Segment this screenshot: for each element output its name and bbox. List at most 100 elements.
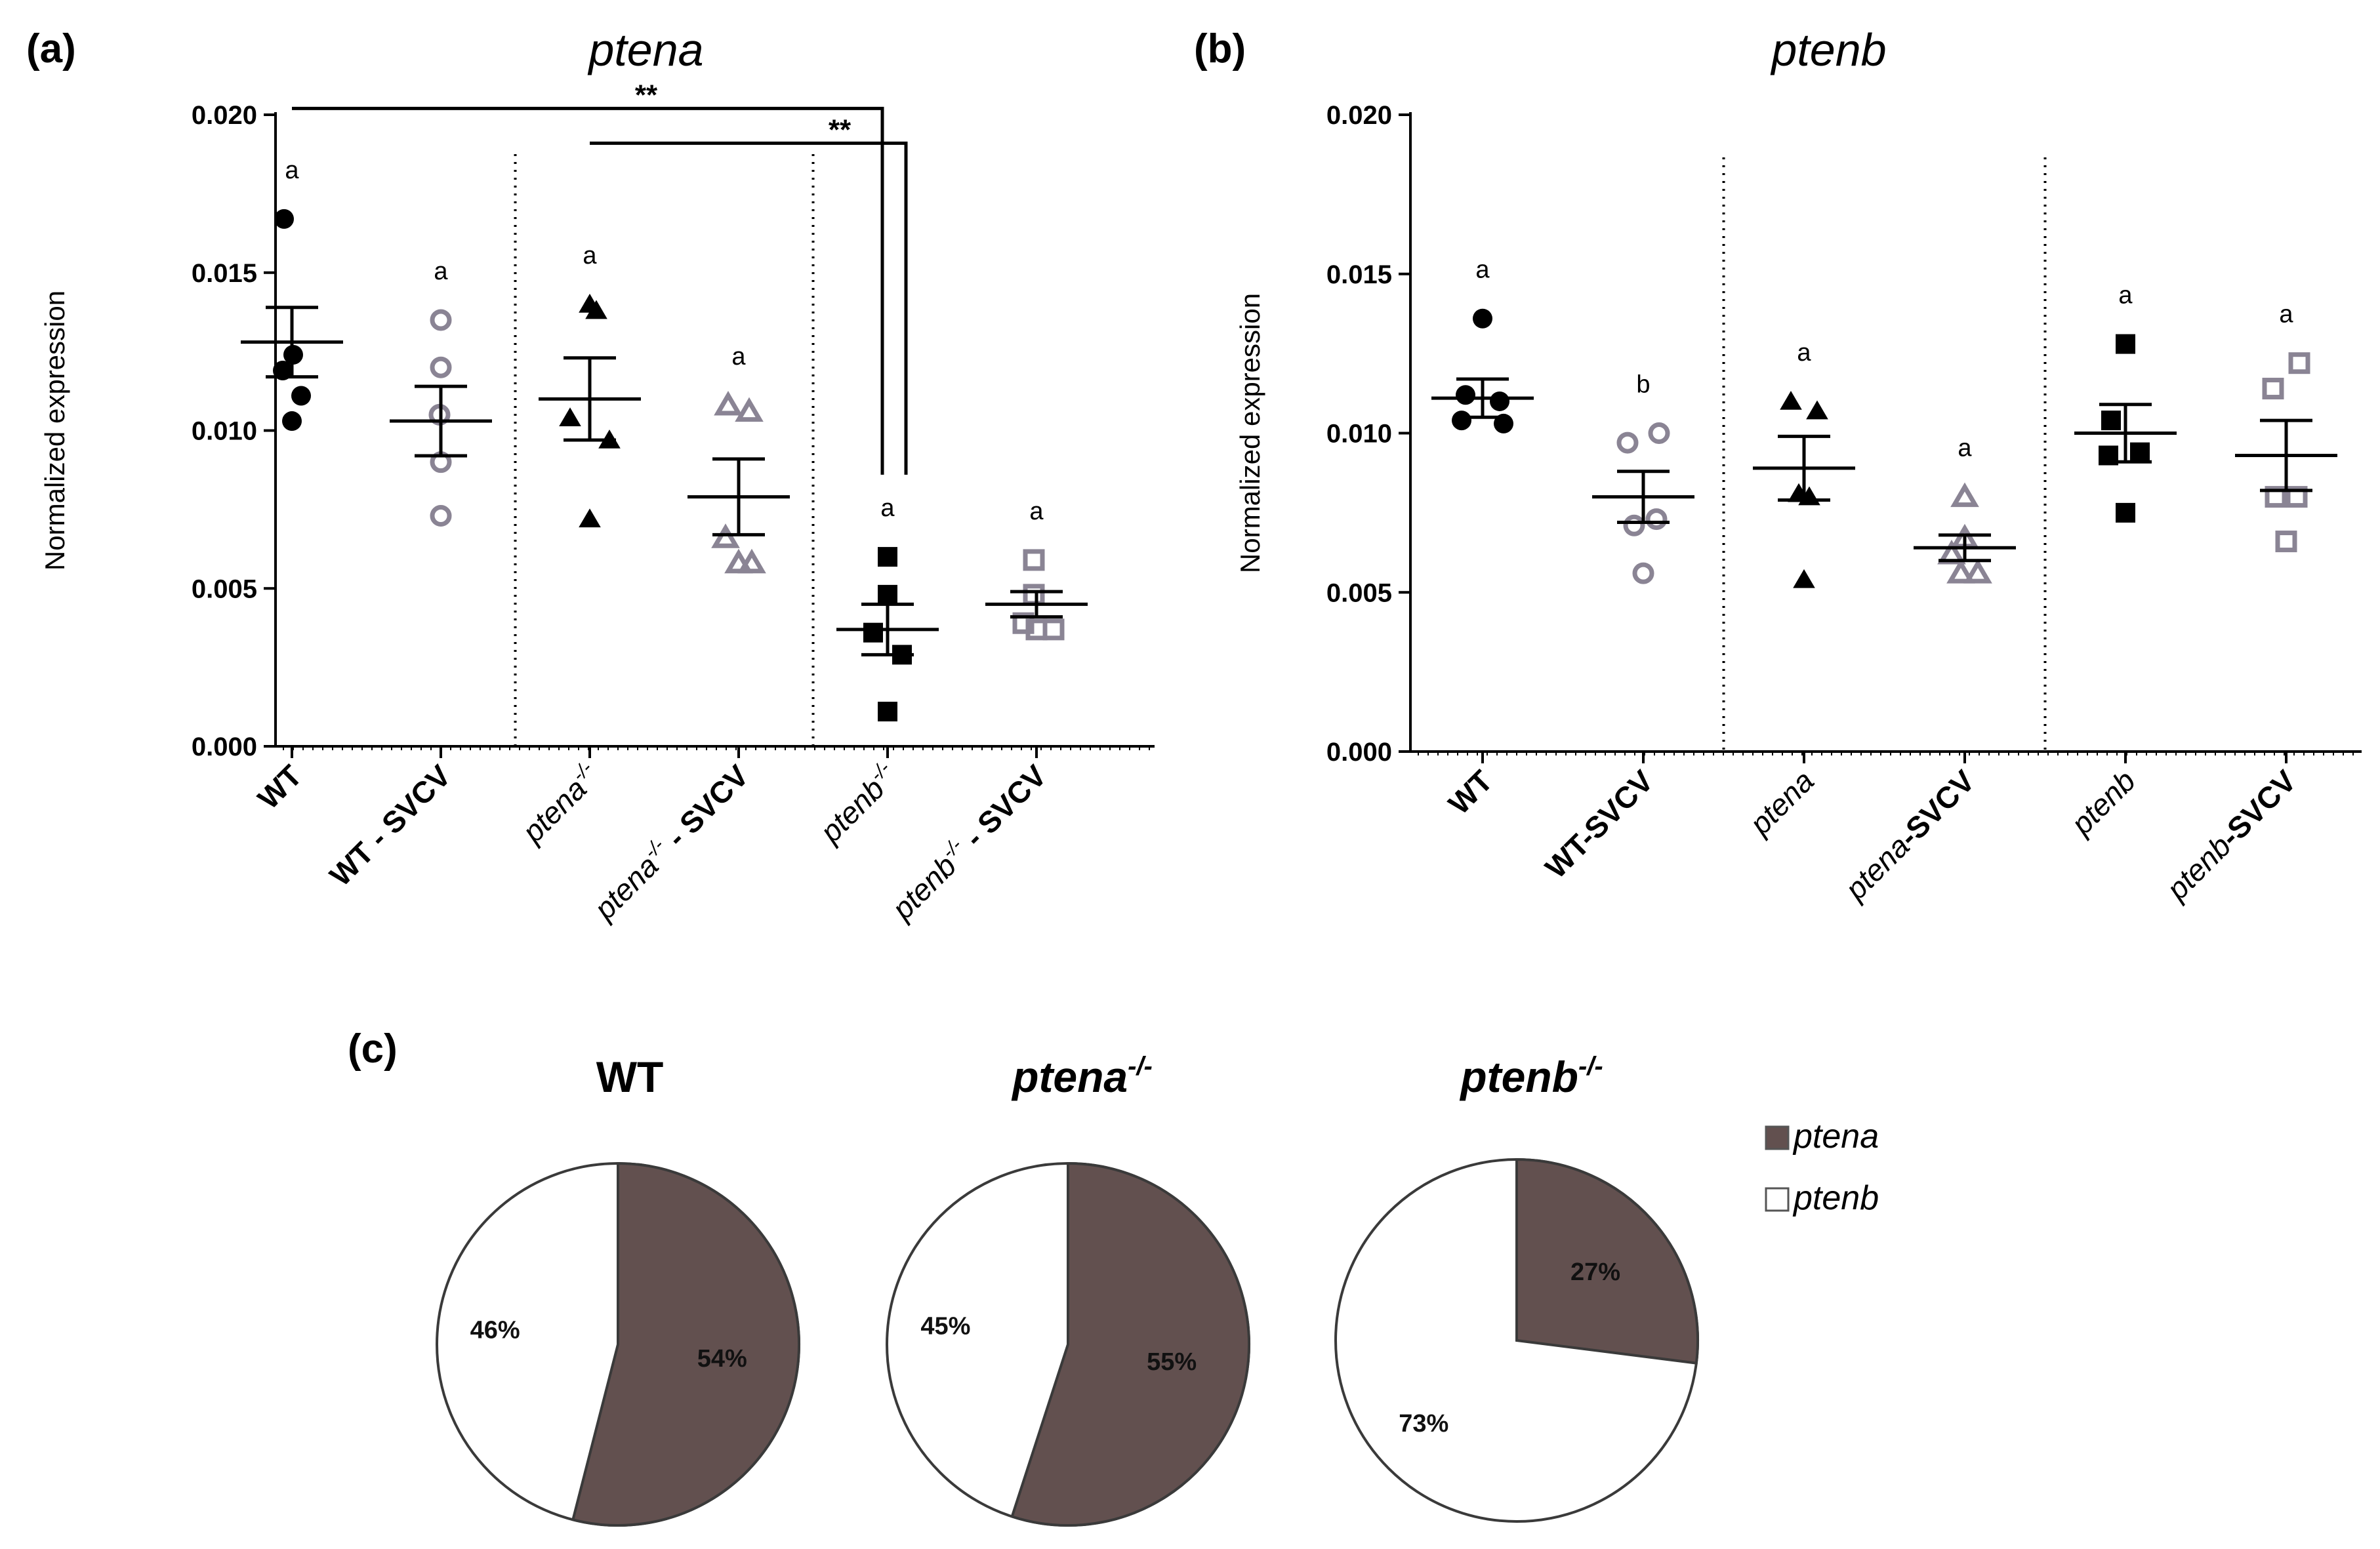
y-tick-label: 0.020 xyxy=(1326,101,1392,130)
pie-title: ptena-/- xyxy=(1011,1052,1153,1101)
data-point xyxy=(863,622,883,643)
panel-label: (c) xyxy=(348,1026,398,1072)
series-5: a xyxy=(985,498,1088,641)
data-point xyxy=(2116,502,2135,523)
y-tick-label: 0.000 xyxy=(1326,738,1392,767)
x-tick-label: ptenb-/- - SVCV xyxy=(884,757,1054,927)
data-point xyxy=(878,584,897,605)
group-letter: a xyxy=(2118,282,2133,310)
data-point xyxy=(1623,514,1645,536)
panel-b: (b) ptenb 0.000 0.005 0.010 0.015 0.020 Normali… xyxy=(1194,24,2362,907)
data-point xyxy=(2101,411,2121,431)
y-tick-label: 0.015 xyxy=(1326,260,1392,289)
x-tick-label: ptena-/- xyxy=(514,757,606,850)
bracket-line xyxy=(590,141,908,475)
pie-slice-ptena xyxy=(571,1161,800,1527)
data-point xyxy=(2288,352,2310,374)
x-tick-label: WT-SVCV xyxy=(1538,763,1660,885)
y-tick-label: 0.015 xyxy=(192,259,257,288)
data-point xyxy=(2286,486,2308,508)
data-point xyxy=(559,407,581,427)
x-tick-label: ptena-/- - SVCV xyxy=(586,757,756,927)
significance-label: ** xyxy=(635,79,658,111)
group-letter: a xyxy=(2279,301,2293,329)
x-tick-label: ptenb xyxy=(2063,763,2142,842)
group-letter: b xyxy=(1636,371,1650,399)
series-0: a xyxy=(241,157,343,432)
y-tick-label: 0.010 xyxy=(1326,420,1392,449)
x-tick-label: ptenb-/- xyxy=(811,757,904,850)
data-point xyxy=(579,508,601,528)
data-point xyxy=(1473,308,1492,329)
group-letter: a xyxy=(1958,435,1972,462)
data-point xyxy=(1946,559,1975,584)
data-point xyxy=(878,547,897,567)
x-tick-label: WT - SVCV xyxy=(323,758,457,893)
data-point xyxy=(1648,422,1670,444)
pie-label-ptenb: 45% xyxy=(920,1312,970,1340)
data-point xyxy=(1452,411,1471,431)
panel-label: (a) xyxy=(26,26,76,71)
data-point xyxy=(1023,584,1045,606)
data-point xyxy=(1793,569,1815,588)
chart-title: ptenb xyxy=(1770,24,1886,75)
legend-label: ptena xyxy=(1792,1117,1879,1156)
data-point xyxy=(2116,334,2135,354)
pie-label-ptenb: 46% xyxy=(470,1316,520,1344)
group-letter: a xyxy=(1475,256,1490,284)
pie-label-ptena: 55% xyxy=(1147,1348,1197,1376)
series-1: b xyxy=(1592,371,1694,584)
legend-swatch xyxy=(1765,1187,1790,1212)
data-point xyxy=(282,411,302,432)
data-point xyxy=(291,386,311,406)
chart-title: ptena xyxy=(587,24,703,75)
series-1: a xyxy=(390,258,492,527)
group-letter: a xyxy=(1029,498,1044,525)
series-0: a xyxy=(1431,256,1534,433)
data-point xyxy=(2275,531,2297,553)
data-point xyxy=(430,309,452,331)
data-point xyxy=(430,505,452,527)
data-point xyxy=(1025,618,1048,641)
legend-swatch xyxy=(1765,1125,1790,1150)
pie-slice-ptena xyxy=(1010,1161,1250,1527)
pie-slice-ptena xyxy=(1515,1157,1699,1365)
data-point xyxy=(1632,562,1654,584)
pie-title: WT xyxy=(596,1053,664,1101)
data-point xyxy=(274,209,294,229)
panel-label: (b) xyxy=(1194,26,1246,71)
data-point xyxy=(1950,482,1979,508)
significance-label: ** xyxy=(829,113,851,146)
data-point xyxy=(737,548,766,574)
x-tick-label: ptenb-SVCV xyxy=(2159,763,2303,907)
group-letter: a xyxy=(1797,339,1811,367)
data-point xyxy=(2130,442,2150,462)
data-point xyxy=(1645,508,1668,531)
pie-chart: WT 54% 46% xyxy=(436,1053,800,1527)
pie-label-ptena: 54% xyxy=(697,1345,747,1373)
pie-title: ptenb-/- xyxy=(1459,1052,1603,1101)
pie-chart: ptenb-/- 27% 73% xyxy=(1334,1052,1699,1523)
data-point xyxy=(1456,385,1475,405)
x-tick-label: ptena xyxy=(1742,763,1820,842)
pie-legend: ptena ptenb xyxy=(1765,1117,1879,1217)
y-axis-label: Normalized expression xyxy=(1235,293,1265,573)
data-point xyxy=(1616,432,1639,454)
data-point xyxy=(1490,391,1509,411)
series-3: a xyxy=(687,343,790,574)
data-point xyxy=(430,356,452,378)
x-tick-label: ptena-SVCV xyxy=(1837,763,1981,907)
y-tick-label: 0.005 xyxy=(192,574,257,603)
group-letter: a xyxy=(434,258,448,285)
bracket-line xyxy=(292,106,884,475)
x-tick-label: WT xyxy=(251,758,308,815)
data-point xyxy=(714,391,743,416)
data-point xyxy=(1023,549,1045,571)
series-2: a xyxy=(1753,339,1855,588)
group-letter: a xyxy=(731,343,746,371)
group-letter: a xyxy=(583,242,597,270)
series-3: a xyxy=(1914,435,2016,584)
data-point xyxy=(711,523,740,548)
series-2: a xyxy=(539,242,641,528)
